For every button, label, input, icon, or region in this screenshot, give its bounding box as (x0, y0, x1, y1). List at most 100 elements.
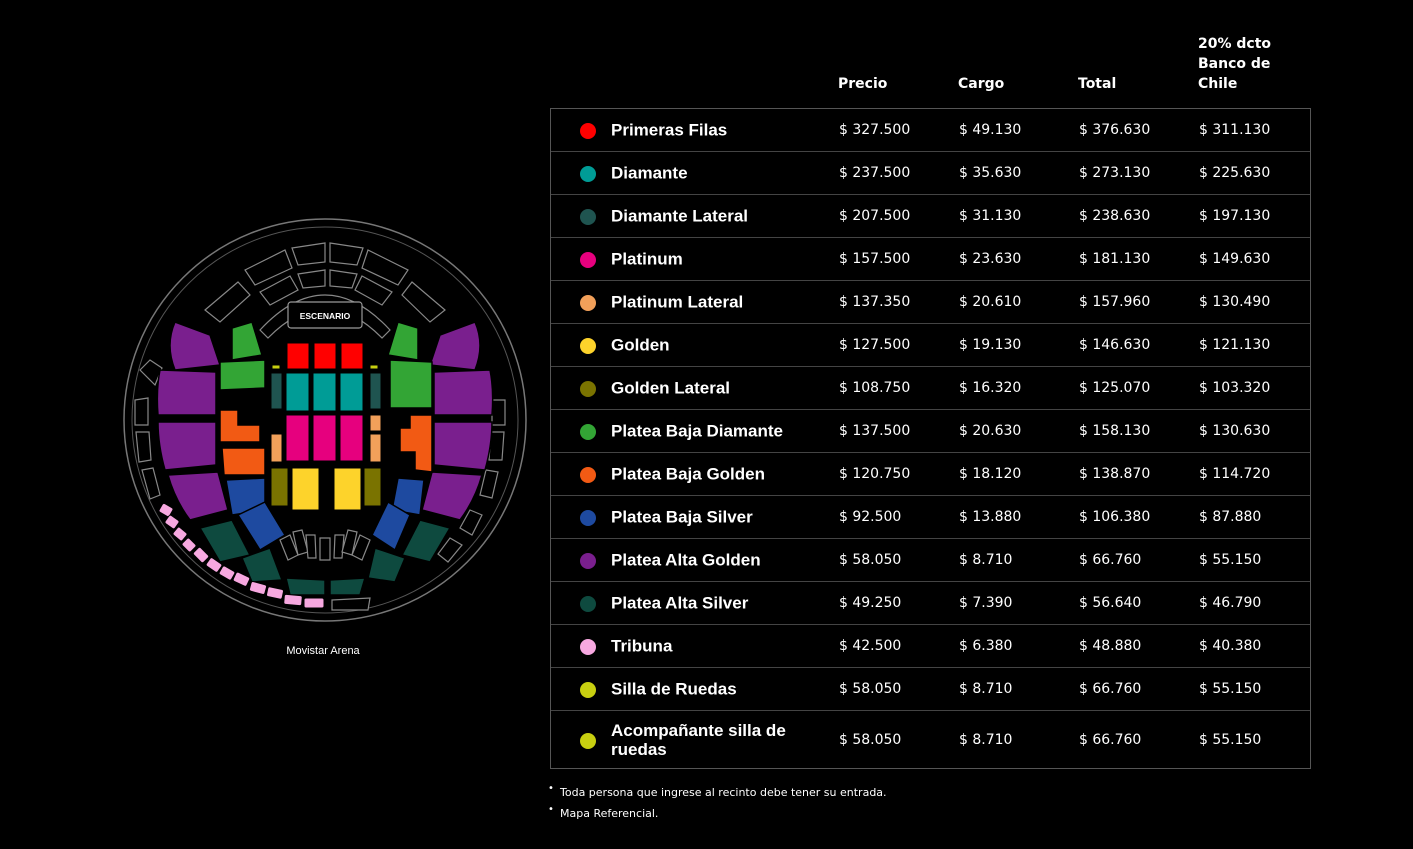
section-diamante-1[interactable] (285, 372, 310, 412)
section-platinum-lateral-left[interactable] (270, 433, 283, 463)
section-platea-baja-diamante[interactable] (219, 321, 433, 409)
table-body: Primeras Filas $ 327.500 $ 49.130 $ 376.630… (550, 108, 1311, 769)
total-cell: $ 376.630 (1079, 122, 1151, 138)
charge-cell: $ 8.710 (959, 552, 1013, 568)
discount-cell: $ 225.630 (1199, 165, 1271, 181)
charge-cell: $ 49.130 (959, 122, 1022, 138)
zone-color-dot (580, 252, 596, 268)
total-cell: $ 106.380 (1079, 509, 1151, 525)
section-golden-left[interactable] (291, 467, 320, 511)
stage-label: ESCENARIO (300, 311, 351, 321)
venue-name: Movistar Arena (286, 645, 360, 657)
price-cell: $ 207.500 (839, 208, 911, 224)
header-total: Total (1078, 76, 1117, 92)
total-cell: $ 66.760 (1079, 552, 1142, 568)
charge-cell: $ 16.320 (959, 380, 1022, 396)
section-primeras-filas-left[interactable] (286, 342, 310, 370)
table-row: Platea Baja Golden $ 120.750 $ 18.120 $ 138… (551, 452, 1310, 495)
price-cell: $ 137.350 (839, 294, 911, 310)
charge-cell: $ 35.630 (959, 165, 1022, 181)
table-row: Platinum $ 157.500 $ 23.630 $ 181.130 $ 149.… (551, 237, 1310, 280)
table-row: Silla de Ruedas $ 58.050 $ 8.710 $ 66.760 $ … (551, 667, 1310, 710)
zone-color-dot (580, 467, 596, 483)
price-cell: $ 137.500 (839, 423, 911, 439)
price-cell: $ 157.500 (839, 251, 911, 267)
section-golden-right[interactable] (333, 467, 362, 511)
section-golden-lateral-left[interactable] (270, 467, 289, 507)
section-platea-baja-silver[interactable] (225, 477, 425, 552)
section-platinum-1[interactable] (285, 414, 310, 462)
section-platea-alta-golden[interactable] (156, 321, 494, 521)
discount-cell: $ 311.130 (1199, 122, 1271, 138)
charge-cell: $ 23.630 (959, 251, 1022, 267)
discount-cell: $ 55.150 (1199, 552, 1262, 568)
zone-color-dot (580, 381, 596, 397)
zone-name: Platinum (611, 249, 683, 269)
total-cell: $ 238.630 (1079, 208, 1151, 224)
total-cell: $ 56.640 (1079, 595, 1142, 611)
total-cell: $ 66.760 (1079, 681, 1142, 697)
section-platea-baja-golden[interactable] (219, 409, 433, 476)
section-diamante-lateral-left[interactable] (270, 372, 283, 410)
inner-ring (131, 226, 519, 614)
table-row: Diamante $ 237.500 $ 35.630 $ 273.130 $ 225.… (551, 151, 1310, 194)
discount-cell: $ 103.320 (1199, 380, 1271, 396)
total-cell: $ 125.070 (1079, 380, 1151, 396)
zone-name: Diamante (611, 163, 688, 183)
section-platea-alta-silver[interactable] (198, 519, 452, 596)
section-diamante-3[interactable] (339, 372, 364, 412)
zone-color-dot (580, 682, 596, 698)
table-row: Diamante Lateral $ 207.500 $ 31.130 $ 238.6… (551, 194, 1310, 237)
zone-name: Platea Baja Golden (611, 464, 765, 484)
zone-color-dot (580, 510, 596, 526)
zone-name: Platea Baja Diamante (611, 421, 783, 441)
section-platinum-2[interactable] (312, 414, 337, 462)
charge-cell: $ 8.710 (959, 681, 1013, 697)
zone-name: Diamante Lateral (611, 206, 748, 226)
price-cell: $ 42.500 (839, 638, 902, 654)
discount-cell: $ 55.150 (1199, 731, 1262, 748)
discount-cell: $ 114.720 (1199, 466, 1271, 482)
zone-color-dot (580, 338, 596, 354)
price-cell: $ 58.050 (839, 731, 902, 748)
zone-color-dot (580, 732, 596, 749)
section-diamante-2[interactable] (312, 372, 337, 412)
table-row: Golden $ 127.500 $ 19.130 $ 146.630 $ 121.13… (551, 323, 1310, 366)
price-cell: $ 127.500 (839, 337, 911, 353)
section-tribuna[interactable] (158, 502, 325, 609)
table-row: Platea Baja Diamante $ 137.500 $ 20.630 $ 1… (551, 409, 1310, 452)
section-primeras-filas-center[interactable] (313, 342, 337, 370)
discount-cell: $ 40.380 (1199, 638, 1262, 654)
charge-cell: $ 20.610 (959, 294, 1022, 310)
charge-cell: $ 7.390 (959, 595, 1013, 611)
zone-name: Golden (611, 335, 670, 355)
section-platinum-lateral-right-b[interactable] (369, 433, 382, 463)
zone-name: Golden Lateral (611, 378, 731, 398)
price-cell: $ 58.050 (839, 552, 902, 568)
table-row: Acompañante silla de ruedas $ 58.050 $ 8.7… (551, 710, 1310, 768)
discount-cell: $ 87.880 (1199, 509, 1262, 525)
table-header: Precio Cargo Total 20% dcto Banco de Chi… (550, 36, 1311, 108)
floor-sections (270, 342, 382, 511)
section-primeras-filas-right[interactable] (340, 342, 364, 370)
zone-name: Platea Alta Silver (611, 593, 749, 613)
total-cell: $ 181.130 (1079, 251, 1151, 267)
table-row: Platea Baja Silver $ 92.500 $ 13.880 $ 106.… (551, 495, 1310, 538)
total-cell: $ 157.960 (1079, 294, 1151, 310)
charge-cell: $ 20.630 (959, 423, 1022, 439)
wheelchair-left[interactable] (271, 364, 281, 370)
section-diamante-lateral-right[interactable] (369, 372, 382, 410)
section-platinum-lateral-right-a[interactable] (369, 414, 382, 432)
stage: ESCENARIO (259, 294, 391, 339)
total-cell: $ 66.760 (1079, 731, 1142, 748)
section-golden-lateral-right[interactable] (363, 467, 382, 507)
section-platinum-3[interactable] (339, 414, 364, 462)
price-cell: $ 58.050 (839, 681, 902, 697)
wheelchair-right[interactable] (369, 364, 379, 370)
zone-color-dot (580, 295, 596, 311)
price-cell: $ 237.500 (839, 165, 911, 181)
discount-cell: $ 121.130 (1199, 337, 1271, 353)
charge-cell: $ 13.880 (959, 509, 1022, 525)
upper-unsold-sections (134, 242, 506, 563)
price-cell: $ 120.750 (839, 466, 911, 482)
